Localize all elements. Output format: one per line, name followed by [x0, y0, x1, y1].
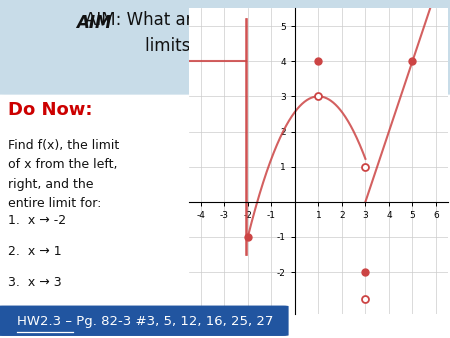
Text: Find f(x), the limit
of x from the left,
right, and the
entire limit for:: Find f(x), the limit of x from the left,… — [8, 139, 119, 210]
Text: 3.  x → 3: 3. x → 3 — [8, 276, 61, 289]
Text: Do Now:: Do Now: — [8, 101, 92, 119]
FancyBboxPatch shape — [0, 0, 450, 95]
Text: AIM: What are some properties of
limits (Limit Laws)?: AIM: What are some properties of limits … — [86, 11, 365, 55]
Text: HW2.3 – Pg. 82-3 #3, 5, 12, 16, 25, 27: HW2.3 – Pg. 82-3 #3, 5, 12, 16, 25, 27 — [17, 315, 274, 328]
FancyBboxPatch shape — [0, 306, 288, 336]
Text: AIM: AIM — [76, 14, 111, 32]
Text: 2.  x → 1: 2. x → 1 — [8, 245, 61, 258]
Text: 1.  x → -2: 1. x → -2 — [8, 214, 66, 227]
